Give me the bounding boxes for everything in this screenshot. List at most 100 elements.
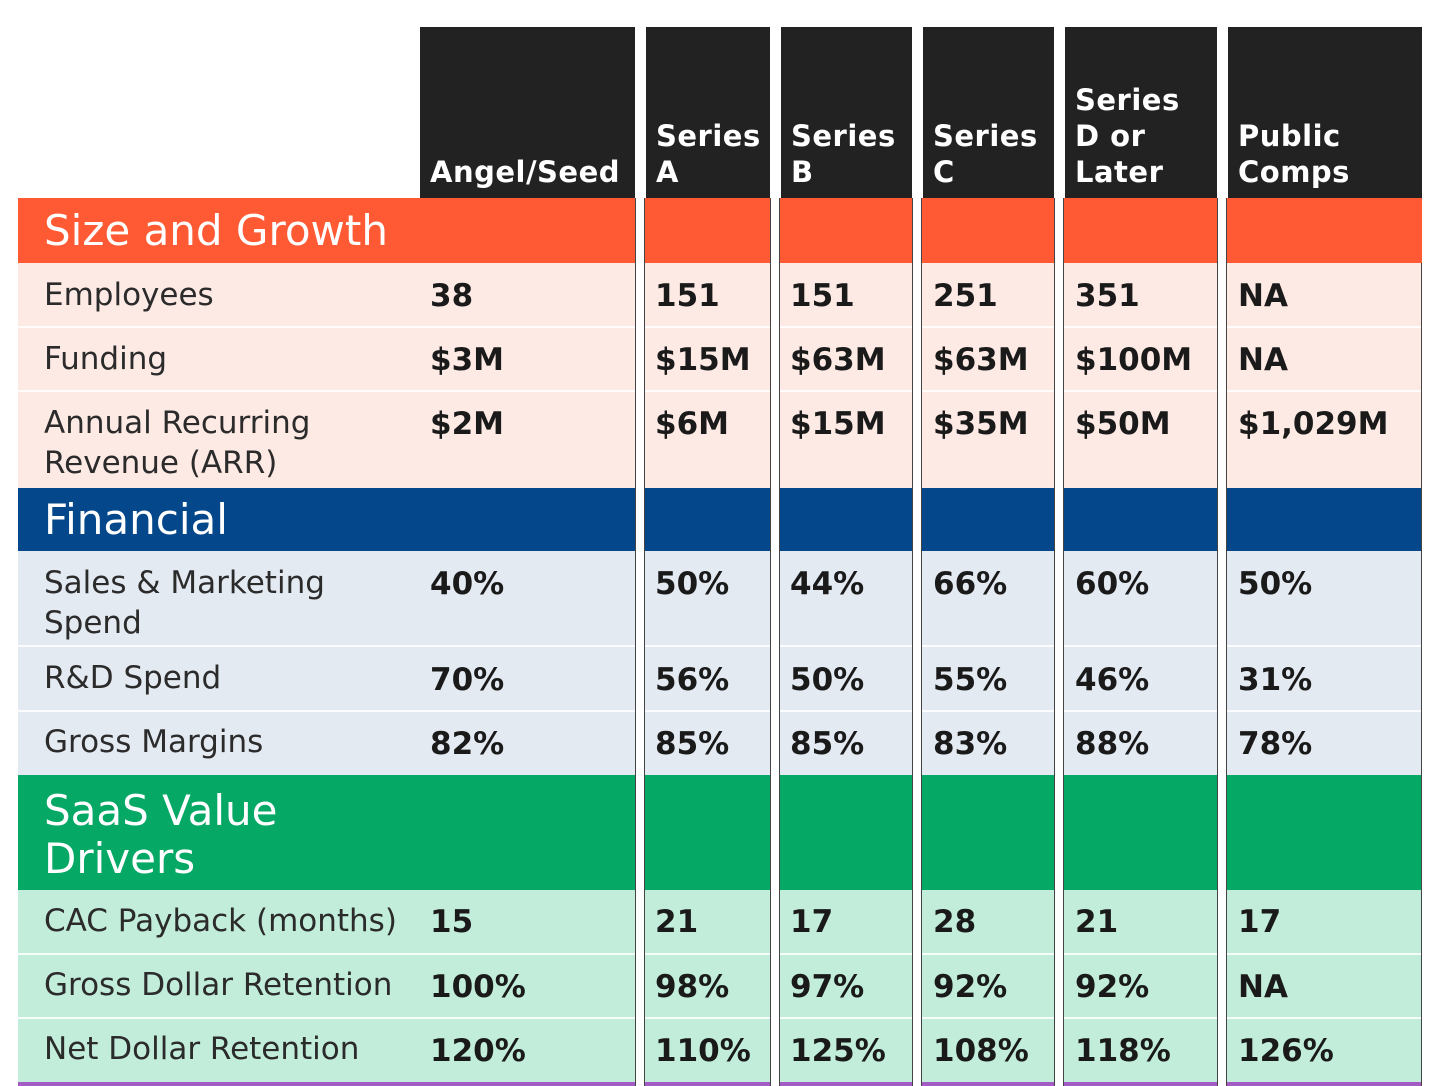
cell-value: $3M	[430, 342, 504, 378]
cell-value: 56%	[655, 662, 730, 698]
cell-value: 125%	[790, 1033, 886, 1069]
cell-value: 83%	[933, 726, 1008, 762]
cell-value: 351	[1075, 278, 1140, 314]
column-rule	[644, 198, 645, 1086]
row-label-gross-dollar-retention: Gross Dollar Retention	[44, 967, 393, 1003]
cell-value: $100M	[1075, 342, 1193, 378]
row-label-rd-spend: R&D Spend	[44, 660, 222, 696]
column-header-series-d: Series D or Later	[1065, 27, 1217, 198]
cell-value: 126%	[1238, 1033, 1334, 1069]
row-label-gross-margins: Gross Margins	[44, 724, 264, 760]
column-header-label: Public Comps	[1238, 119, 1350, 189]
column-rule	[1226, 198, 1227, 1086]
column-rule	[912, 198, 913, 1086]
column-header-series-b: Series B	[781, 27, 912, 198]
cell-value: 17	[1238, 904, 1282, 940]
section-band-size-growth: Size and Growth	[18, 198, 1422, 263]
cell-value: 31%	[1238, 662, 1313, 698]
cell-value: 82%	[430, 726, 505, 762]
cell-value: 55%	[933, 662, 1008, 698]
cell-value: 15	[430, 904, 474, 940]
cell-value: NA	[1238, 969, 1288, 1005]
column-header-series-a: Series A	[646, 27, 770, 198]
cell-value: 88%	[1075, 726, 1150, 762]
cell-value: 118%	[1075, 1033, 1171, 1069]
column-header-label: Angel/Seed	[430, 155, 621, 189]
section-title: Financial	[44, 495, 228, 544]
cell-value: $2M	[430, 406, 504, 442]
cell-value: 70%	[430, 662, 505, 698]
row-label-arr: Annual Recurring Revenue (ARR)	[44, 405, 311, 481]
column-rule	[635, 198, 636, 1086]
cell-value: 21	[655, 904, 699, 940]
cell-value: 120%	[430, 1033, 526, 1069]
cell-value: $50M	[1075, 406, 1171, 442]
column-header-label: Series C	[933, 119, 1038, 189]
cell-value: 151	[790, 278, 855, 314]
column-gutter	[1055, 198, 1063, 1086]
column-header-public-comps: Public Comps	[1228, 27, 1422, 198]
cell-value: $6M	[655, 406, 729, 442]
cell-value: $63M	[790, 342, 886, 378]
column-gutter	[636, 198, 644, 1086]
cell-value: 110%	[655, 1033, 751, 1069]
column-gutter	[913, 198, 921, 1086]
column-rule	[1063, 198, 1064, 1086]
cell-value: 28	[933, 904, 977, 940]
cell-value: 100%	[430, 969, 526, 1005]
cell-value: 66%	[933, 566, 1008, 602]
cell-value: 85%	[655, 726, 730, 762]
cell-value: $15M	[655, 342, 751, 378]
cell-value: $15M	[790, 406, 886, 442]
cell-value: 38	[430, 278, 474, 314]
column-header-angel-seed: Angel/Seed	[420, 27, 635, 198]
section-title: Size and Growth	[44, 206, 388, 255]
row-label-funding: Funding	[44, 341, 168, 377]
cell-value: 60%	[1075, 566, 1150, 602]
section-rows-financial	[18, 551, 1422, 775]
cell-value: $63M	[933, 342, 1029, 378]
cell-value: NA	[1238, 342, 1288, 378]
column-header-label: Series A	[656, 119, 761, 189]
cell-value: 85%	[790, 726, 865, 762]
cell-value: 50%	[655, 566, 730, 602]
cell-value: 17	[790, 904, 834, 940]
column-header-series-c: Series C	[923, 27, 1054, 198]
column-rule	[770, 198, 771, 1086]
column-rule	[1217, 198, 1218, 1086]
cell-value: $1,029M	[1238, 406, 1389, 442]
cell-value: 78%	[1238, 726, 1313, 762]
section-rows-saas-drivers	[18, 890, 1422, 1082]
bottom-rule	[18, 1082, 1422, 1086]
row-label-sales-marketing: Sales & Marketing Spend	[44, 565, 325, 641]
cell-value: 251	[933, 278, 998, 314]
cell-value: 92%	[1075, 969, 1150, 1005]
cell-value: 92%	[933, 969, 1008, 1005]
section-title: SaaS Value Drivers	[44, 786, 278, 883]
section-rows-size-growth	[18, 263, 1422, 488]
row-label-net-dollar-retention: Net Dollar Retention	[44, 1031, 360, 1067]
cell-value: 40%	[430, 566, 505, 602]
cell-value: $35M	[933, 406, 1029, 442]
column-rule	[1054, 198, 1055, 1086]
row-label-cac-payback: CAC Payback (months)	[44, 903, 397, 939]
cell-value: 50%	[1238, 566, 1313, 602]
column-header-label: Series B	[791, 119, 896, 189]
cell-value: 97%	[790, 969, 865, 1005]
column-gutter	[1218, 198, 1226, 1086]
column-gutter	[771, 198, 779, 1086]
cell-value: 108%	[933, 1033, 1029, 1069]
column-rule	[921, 198, 922, 1086]
cell-value: 46%	[1075, 662, 1150, 698]
column-rule	[779, 198, 780, 1086]
cell-value: 151	[655, 278, 720, 314]
table-right-edge	[1421, 263, 1422, 1086]
cell-value: 98%	[655, 969, 730, 1005]
cell-value: 21	[1075, 904, 1119, 940]
cell-value: NA	[1238, 278, 1288, 314]
cell-value: 44%	[790, 566, 865, 602]
column-header-label: Series D or Later	[1075, 83, 1180, 189]
section-band-saas-drivers: SaaS Value Drivers	[18, 775, 1422, 890]
section-band-financial: Financial	[18, 488, 1422, 551]
